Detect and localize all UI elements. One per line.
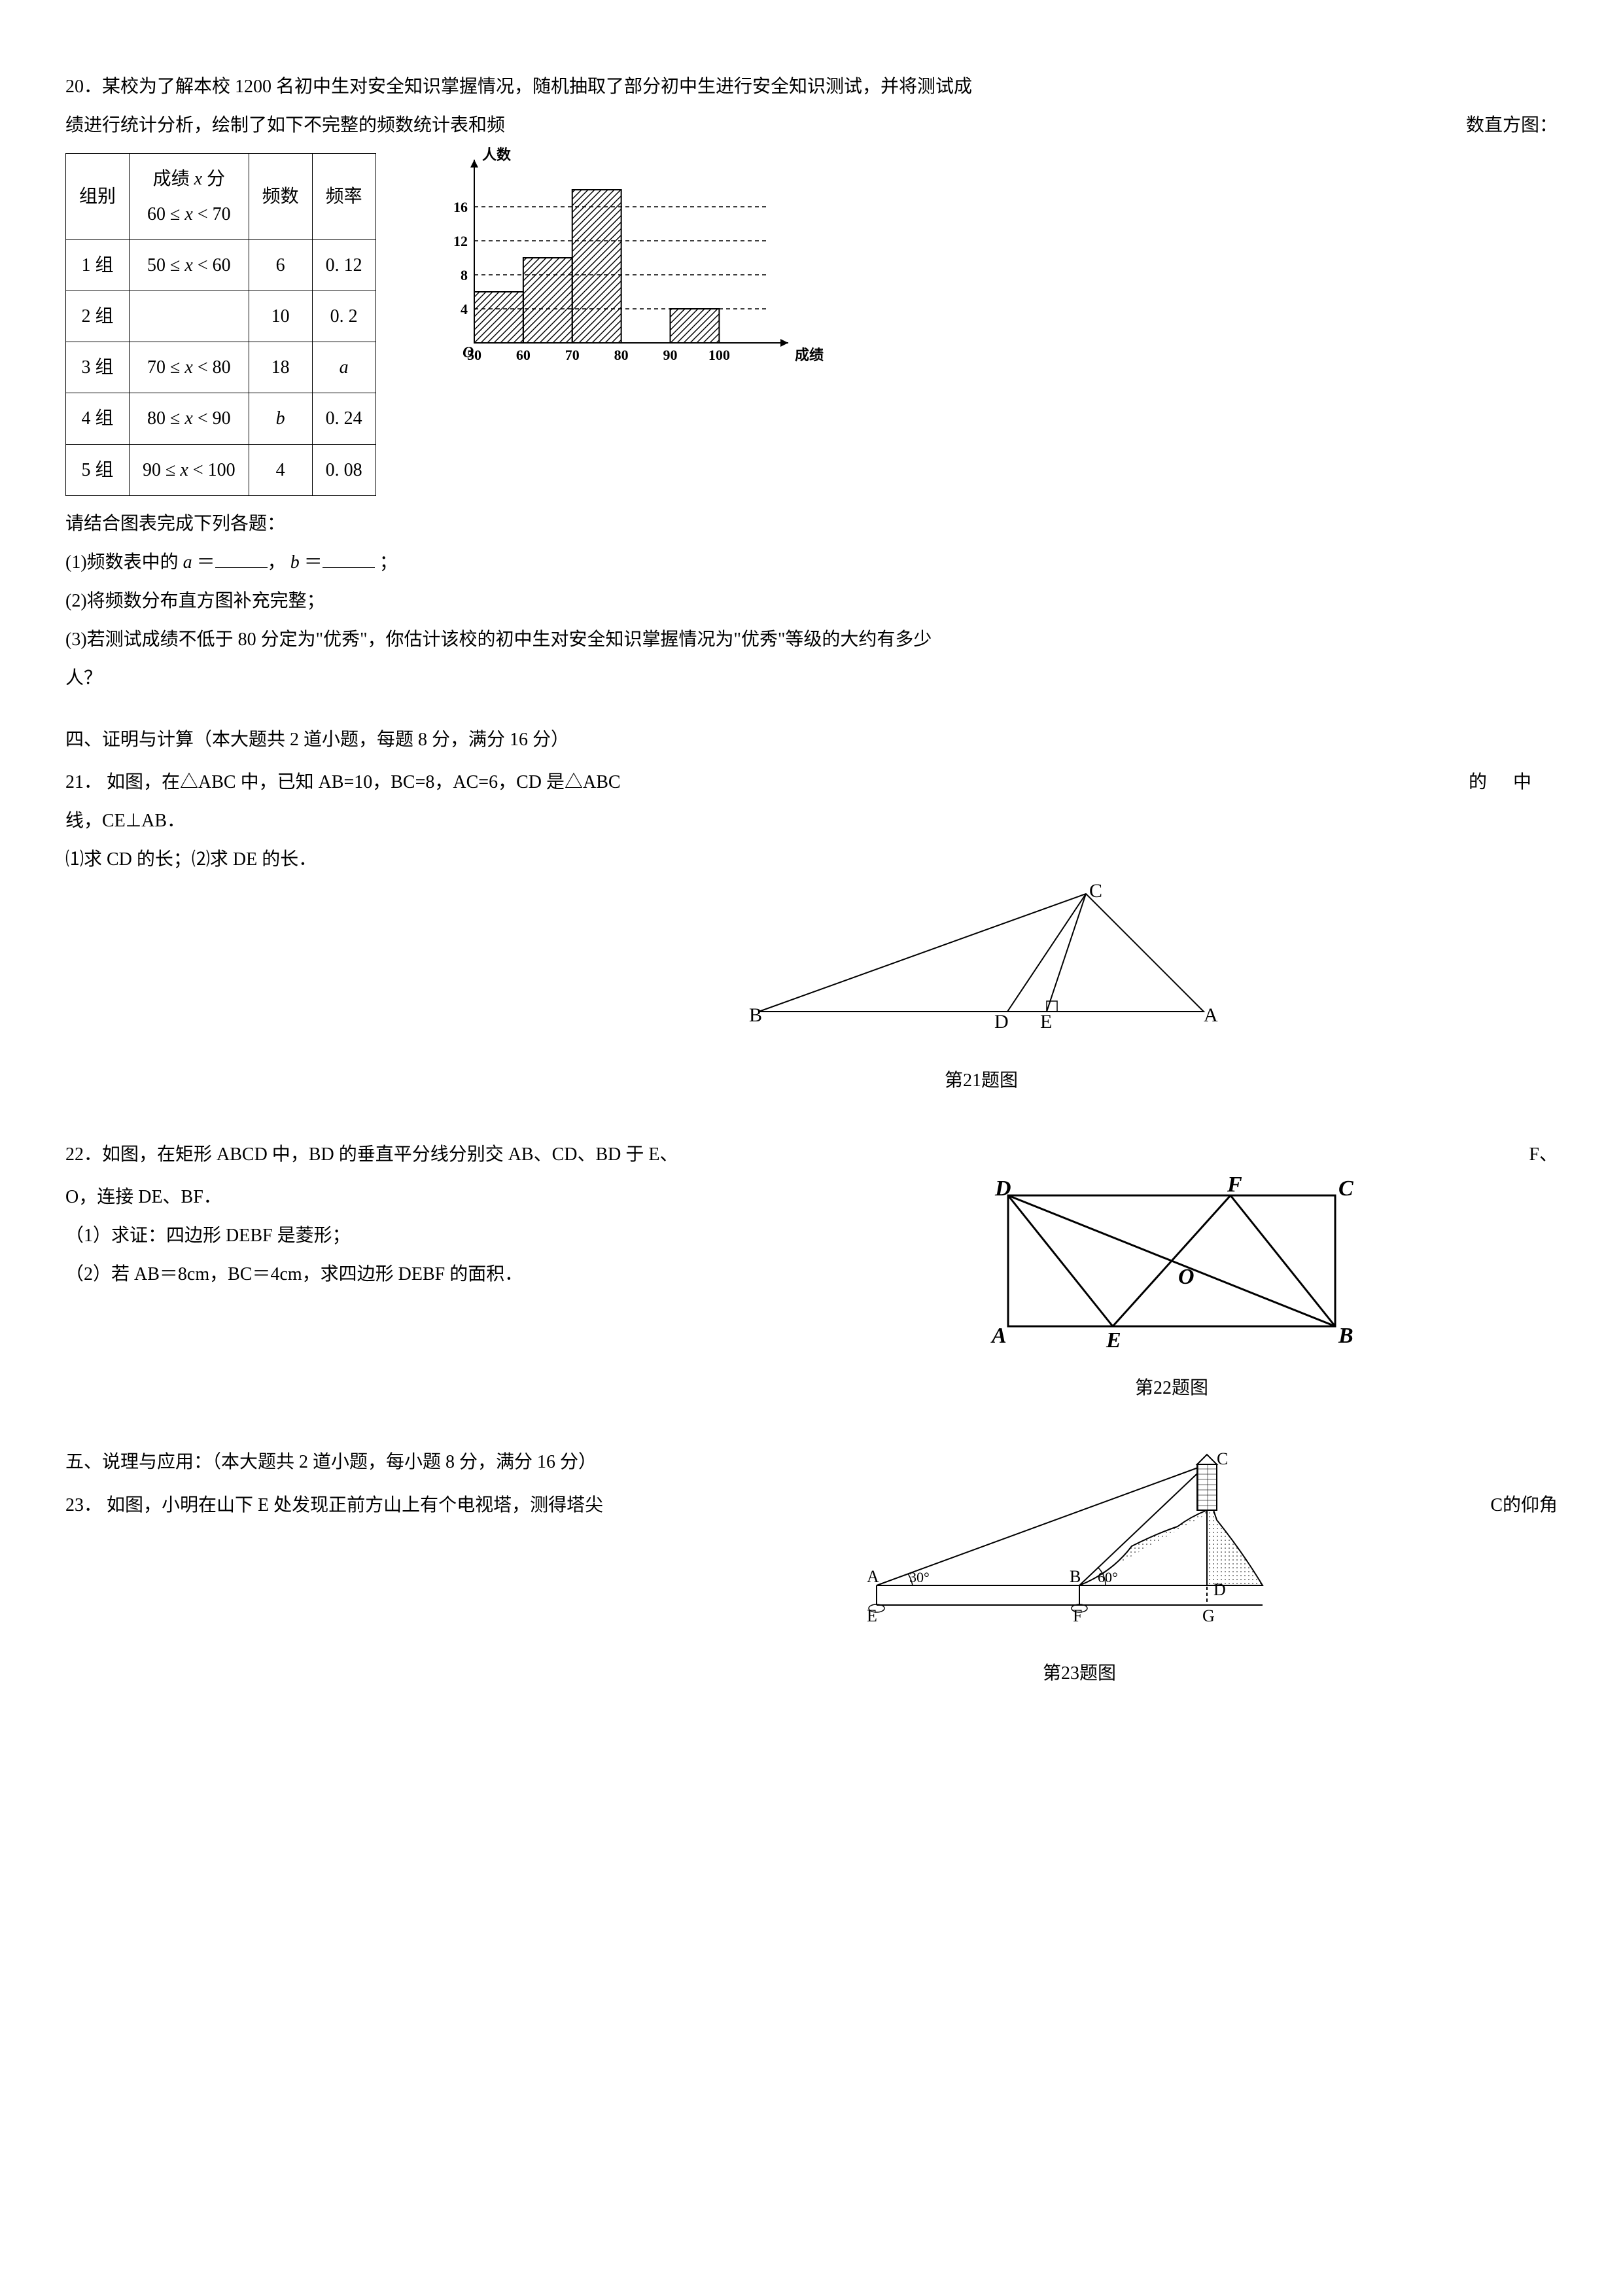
q20-intro-2-left: 绩进行统计分析，绘制了如下不完整的频数统计表和频 <box>65 108 505 143</box>
svg-text:成绩: 成绩 <box>795 347 824 363</box>
q20-part2: (2)将频数分布直方图补充完整； <box>65 584 1558 618</box>
svg-text:D: D <box>994 1011 1009 1033</box>
svg-text:F: F <box>1227 1176 1242 1197</box>
svg-text:F: F <box>1073 1606 1082 1625</box>
svg-text:C: C <box>1089 881 1102 902</box>
q23-figure: A B C D E F G 30° 60° <box>850 1448 1308 1644</box>
section-4-title: 四、证明与计算（本大题共 2 道小题，每题 8 分，满分 16 分） <box>65 722 1558 757</box>
svg-text:A: A <box>990 1324 1007 1348</box>
blank-b <box>323 547 375 568</box>
q20-part3a: (3)若测试成绩不低于 80 分定为"优秀"，你估计该校的初中生对安全知识掌握情… <box>65 622 1558 657</box>
q20-table-chart-row: 组别 成绩 x 分 60 ≤ x < 70 频数 频率 1 组50 ≤ x < … <box>65 147 1558 502</box>
frequency-table: 组别 成绩 x 分 60 ≤ x < 70 频数 频率 1 组50 ≤ x < … <box>65 153 376 495</box>
th-freq: 频数 <box>249 154 312 239</box>
svg-text:60: 60 <box>516 347 531 363</box>
svg-text:E: E <box>1040 1011 1052 1033</box>
th-range: 60 ≤ x < 70 <box>147 204 231 224</box>
svg-text:O: O <box>462 344 474 361</box>
th-group: 组别 <box>66 154 130 239</box>
q22-fig-label: 第22题图 <box>969 1371 1374 1405</box>
question-22: 22．如图，在矩形 ABCD 中，BD 的垂直平分线分别交 AB、CD、BD 于… <box>65 1137 1558 1406</box>
svg-text:D: D <box>994 1176 1011 1201</box>
svg-text:8: 8 <box>461 267 468 283</box>
svg-text:100: 100 <box>708 347 730 363</box>
svg-text:B: B <box>1338 1324 1353 1348</box>
q23-fig-label: 第23题图 <box>850 1656 1308 1691</box>
q20-part3b: 人？ <box>65 661 1558 696</box>
table-row: 1 组50 ≤ x < 6060. 12 <box>66 239 376 291</box>
table-row: 3 组70 ≤ x < 8018a <box>66 342 376 393</box>
question-20: 20．某校为了解本校 1200 名初中生对安全知识掌握情况，随机抽取了部分初中生… <box>65 69 1558 696</box>
q21-fig-label: 第21题图 <box>720 1063 1243 1098</box>
table-row: 2 组100. 2 <box>66 291 376 342</box>
svg-text:人数: 人数 <box>482 147 512 163</box>
histogram-chart: 4812165060708090100成绩人数O <box>428 147 834 382</box>
svg-text:30°: 30° <box>909 1569 930 1585</box>
svg-text:16: 16 <box>453 199 468 215</box>
q22-line1: 22．如图，在矩形 ABCD 中，BD 的垂直平分线分别交 AB、CD、BD 于… <box>65 1137 1558 1172</box>
svg-text:70: 70 <box>565 347 579 363</box>
q23-line1: 23． 如图，小明在山下 E 处发现正前方山上有个电视塔，测得塔尖 C的仰角 <box>65 1488 1558 1523</box>
q21-line1: 21． 如图，在△ABC 中，已知 AB=10，BC=8，AC=6，CD 是△A… <box>65 765 1558 800</box>
q22-figure: D C A B E F O <box>969 1176 1374 1359</box>
svg-text:60°: 60° <box>1098 1569 1118 1585</box>
q21-figure: B A C D E <box>720 881 1243 1051</box>
blank-a <box>215 547 268 568</box>
q21-line3: ⑴求 CD 的长；⑵求 DE 的长． <box>65 842 1558 877</box>
svg-text:E: E <box>1106 1328 1121 1352</box>
table-row: 4 组80 ≤ x < 90b0. 24 <box>66 393 376 444</box>
svg-text:90: 90 <box>663 347 677 363</box>
q20-part1: (1)频数表中的 a ＝， b ＝ ； <box>65 545 1558 580</box>
svg-text:4: 4 <box>461 301 468 317</box>
svg-text:C: C <box>1217 1449 1228 1468</box>
th-score: 成绩 x 分 60 ≤ x < 70 <box>130 154 249 239</box>
svg-text:B: B <box>1070 1567 1081 1586</box>
svg-text:O: O <box>1178 1265 1195 1289</box>
svg-text:G: G <box>1202 1606 1215 1625</box>
q22-p1: （1）求证：四边形 DEBF 是菱形； <box>65 1218 956 1253</box>
svg-text:80: 80 <box>614 347 628 363</box>
svg-text:C: C <box>1338 1176 1353 1201</box>
q22-line2: O，连接 DE、BF． <box>65 1180 956 1214</box>
question-23: 23． 如图，小明在山下 E 处发现正前方山上有个电视塔，测得塔尖 C的仰角 <box>65 1484 1558 1691</box>
svg-text:E: E <box>867 1606 877 1625</box>
svg-text:B: B <box>749 1004 762 1026</box>
svg-text:12: 12 <box>453 233 468 249</box>
q20-intro-2-right: 数直方图： <box>1466 108 1558 143</box>
q20-intro-2-row: 绩进行统计分析，绘制了如下不完整的频数统计表和频 数直方图： <box>65 108 1558 143</box>
q22-p2: （2）若 AB＝8cm，BC＝4cm，求四边形 DEBF 的面积． <box>65 1257 956 1292</box>
table-row: 5 组90 ≤ x < 10040. 08 <box>66 444 376 495</box>
th-rate: 频率 <box>312 154 375 239</box>
q20-intro-1: 20．某校为了解本校 1200 名初中生对安全知识掌握情况，随机抽取了部分初中生… <box>65 69 1558 104</box>
q21-line2: 线，CE⊥AB． <box>65 804 1558 838</box>
svg-text:A: A <box>1204 1004 1218 1026</box>
question-21: 21． 如图，在△ABC 中，已知 AB=10，BC=8，AC=6，CD 是△A… <box>65 761 1558 1098</box>
svg-text:A: A <box>867 1567 879 1586</box>
table-header-row: 组别 成绩 x 分 60 ≤ x < 70 频数 频率 <box>66 154 376 239</box>
svg-text:D: D <box>1213 1580 1226 1599</box>
q20-sub-intro: 请结合图表完成下列各题： <box>65 506 1558 541</box>
